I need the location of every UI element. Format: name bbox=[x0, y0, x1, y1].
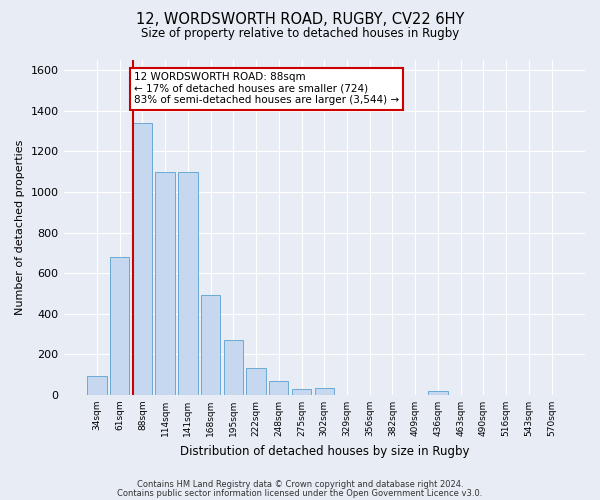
Bar bbox=[155, 172, 175, 395]
X-axis label: Distribution of detached houses by size in Rugby: Distribution of detached houses by size … bbox=[179, 444, 469, 458]
Bar bbox=[247, 368, 266, 395]
Bar bbox=[87, 376, 107, 395]
Bar bbox=[133, 123, 152, 395]
Bar bbox=[224, 340, 243, 395]
Bar bbox=[201, 296, 220, 395]
Text: 12 WORDSWORTH ROAD: 88sqm
← 17% of detached houses are smaller (724)
83% of semi: 12 WORDSWORTH ROAD: 88sqm ← 17% of detac… bbox=[134, 72, 399, 106]
Text: Contains public sector information licensed under the Open Government Licence v3: Contains public sector information licen… bbox=[118, 488, 482, 498]
Bar bbox=[110, 257, 130, 395]
Bar bbox=[314, 388, 334, 395]
Text: 12, WORDSWORTH ROAD, RUGBY, CV22 6HY: 12, WORDSWORTH ROAD, RUGBY, CV22 6HY bbox=[136, 12, 464, 28]
Text: Size of property relative to detached houses in Rugby: Size of property relative to detached ho… bbox=[141, 28, 459, 40]
Text: Contains HM Land Registry data © Crown copyright and database right 2024.: Contains HM Land Registry data © Crown c… bbox=[137, 480, 463, 489]
Bar bbox=[269, 380, 289, 395]
Bar bbox=[428, 391, 448, 395]
Bar bbox=[178, 172, 197, 395]
Y-axis label: Number of detached properties: Number of detached properties bbox=[15, 140, 25, 315]
Bar bbox=[292, 389, 311, 395]
